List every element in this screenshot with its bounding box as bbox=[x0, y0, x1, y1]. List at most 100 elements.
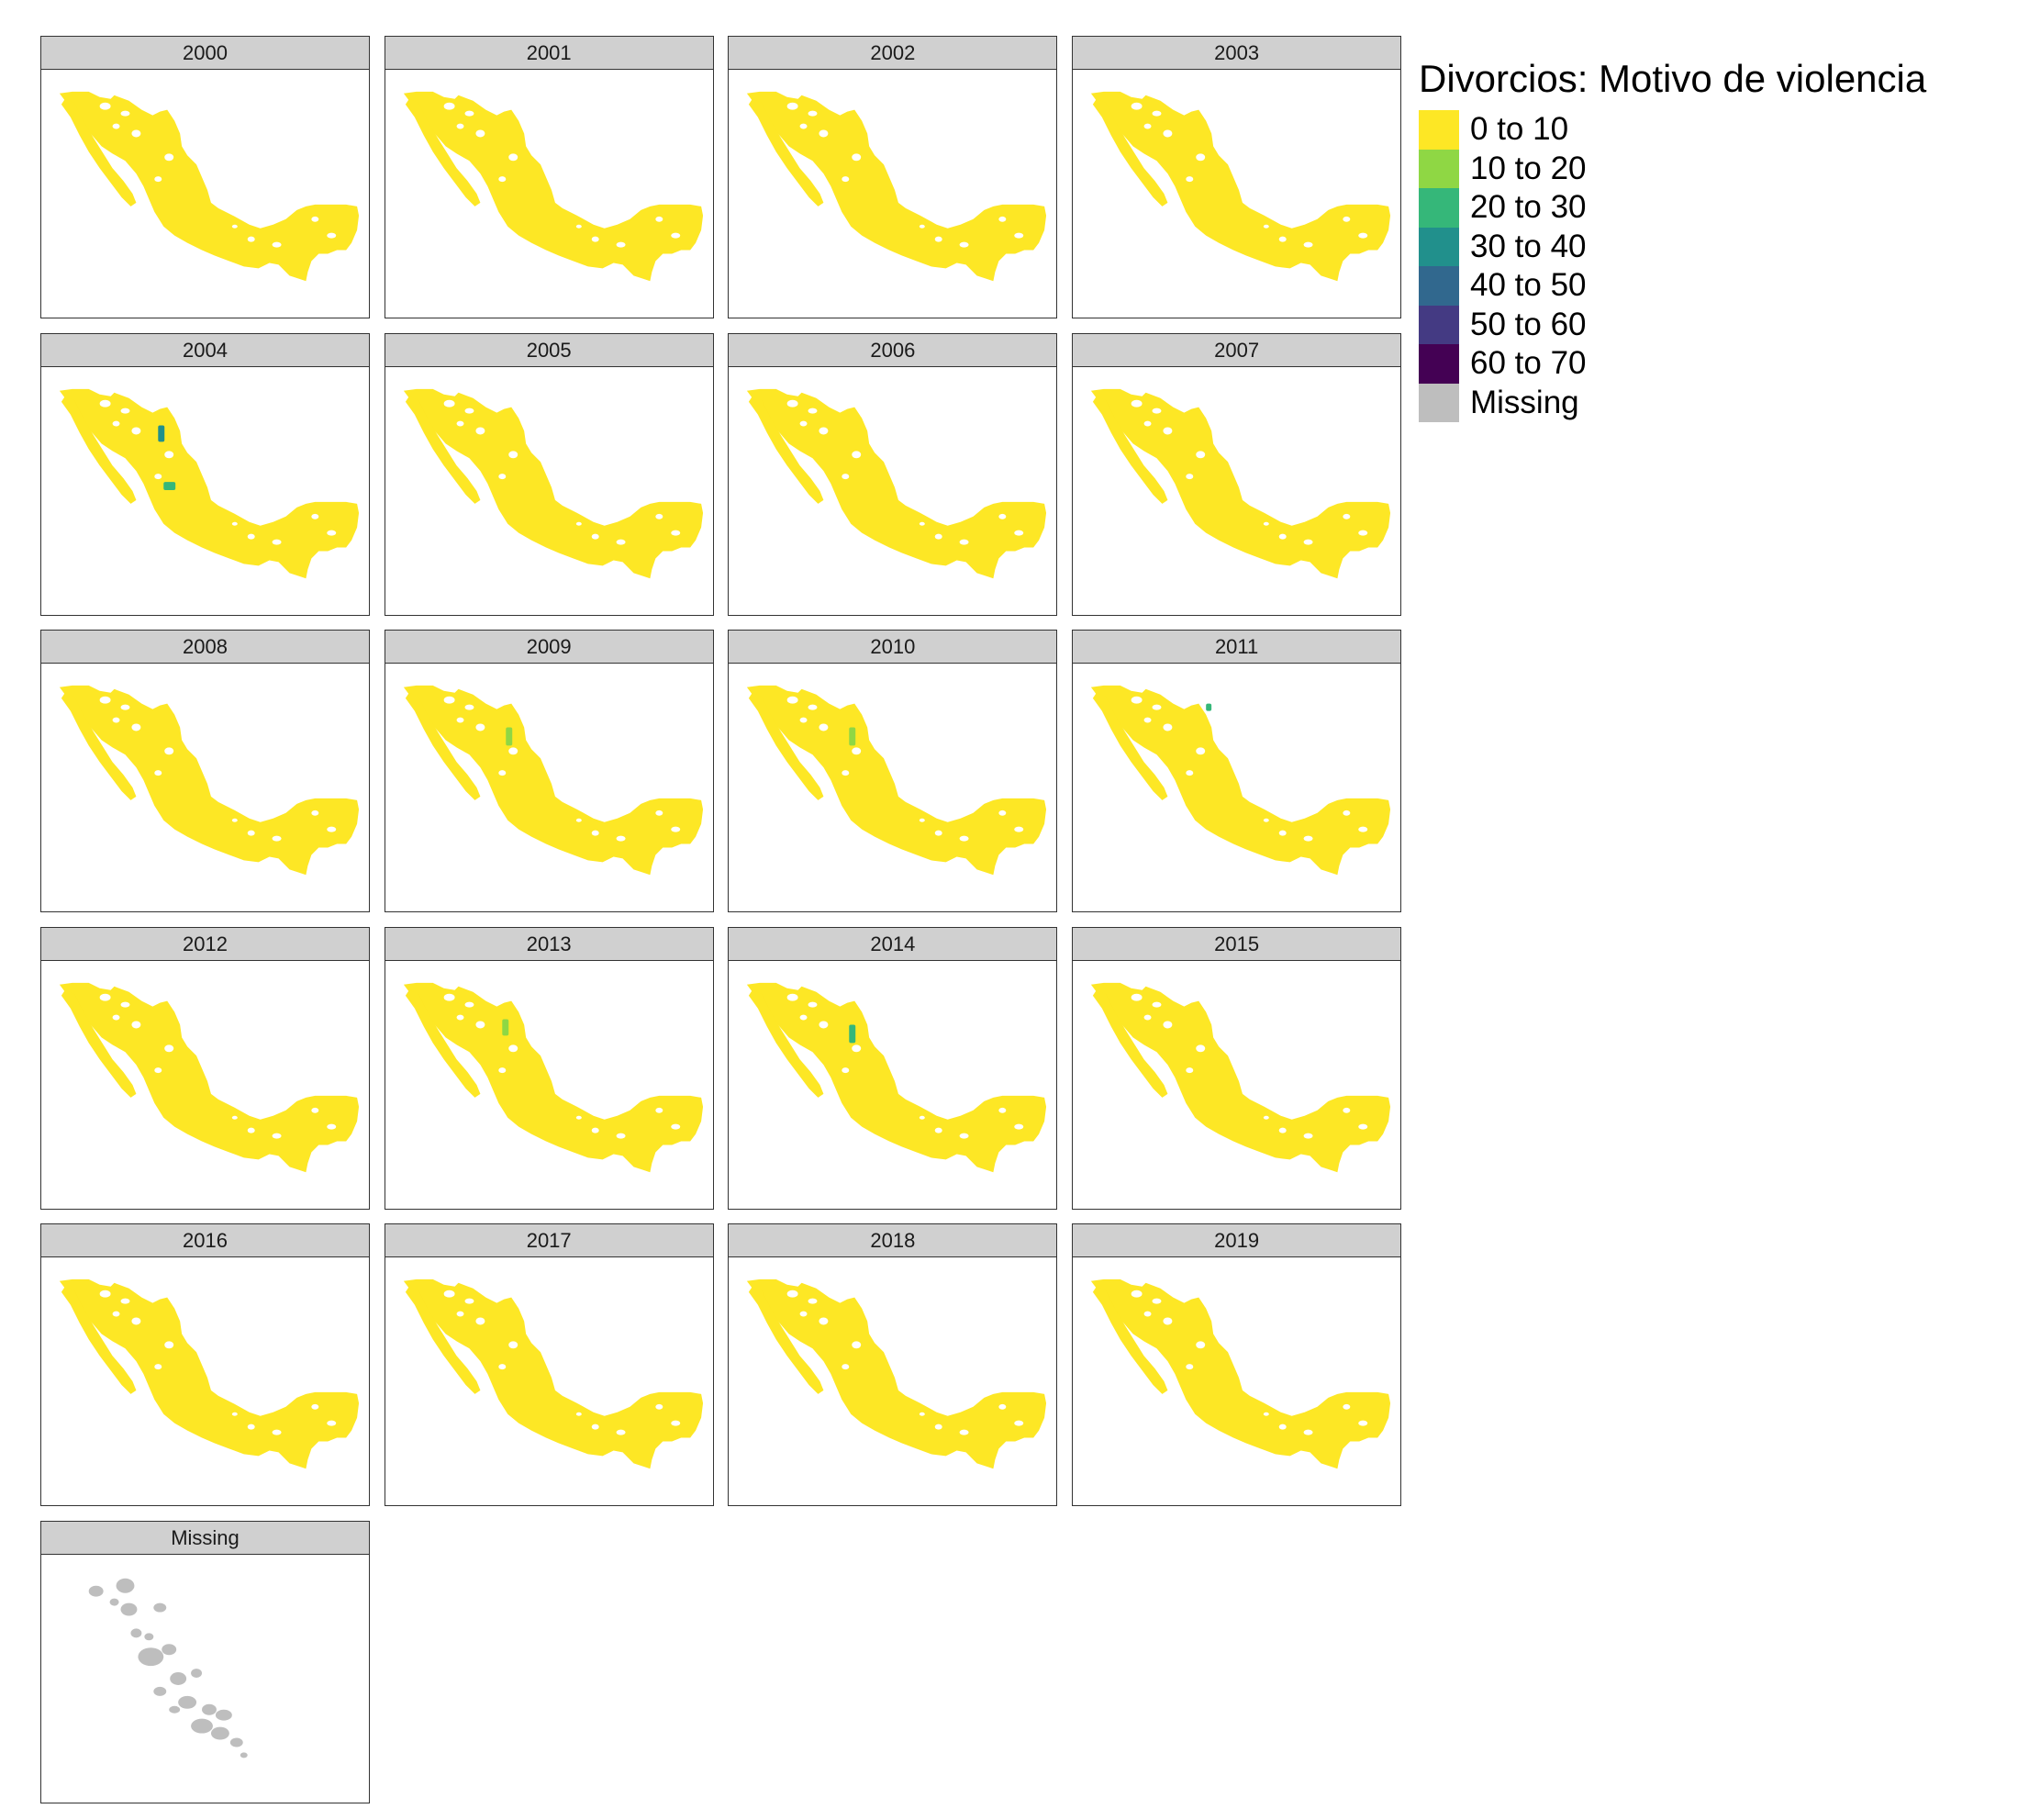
no-data-gap bbox=[959, 539, 969, 545]
no-data-gap bbox=[842, 1066, 850, 1073]
mexico-map bbox=[59, 982, 360, 1172]
no-data-gap bbox=[99, 993, 111, 1001]
no-data-gap bbox=[1143, 717, 1152, 723]
legend-item: 10 to 20 bbox=[1419, 149, 1926, 188]
no-data-gap bbox=[231, 1412, 238, 1416]
mexico-map bbox=[59, 1278, 360, 1469]
no-data-gap bbox=[464, 408, 474, 414]
no-data-gap bbox=[215, 180, 225, 186]
no-data-gap bbox=[935, 533, 943, 540]
no-data-gap bbox=[1014, 232, 1024, 239]
no-data-gap bbox=[1278, 830, 1287, 836]
facet-strip-label: 2006 bbox=[729, 333, 1057, 367]
no-data-gap bbox=[1152, 110, 1162, 117]
missing-municipality-area bbox=[191, 1668, 203, 1678]
legend-swatch bbox=[1419, 227, 1459, 266]
no-data-gap bbox=[1263, 1115, 1269, 1120]
no-data-gap bbox=[547, 1055, 555, 1062]
no-data-gap bbox=[131, 1021, 141, 1028]
mexico-map bbox=[747, 91, 1047, 282]
no-data-gap bbox=[1235, 759, 1243, 765]
no-data-gap bbox=[154, 770, 162, 776]
mexico-mainland bbox=[1090, 1278, 1391, 1469]
no-data-gap bbox=[1358, 826, 1368, 832]
no-data-gap bbox=[1247, 1368, 1256, 1374]
no-data-gap bbox=[1204, 1301, 1216, 1309]
no-data-gap bbox=[507, 1044, 518, 1052]
facet-grid: 2000 2001 2002 2003 2004 2005 2006 2007 2008 2009… bbox=[40, 36, 1402, 1803]
no-data-gap bbox=[154, 1066, 162, 1073]
facet-strip-label: 2001 bbox=[385, 37, 713, 70]
facet-panel: 2014 bbox=[728, 926, 1058, 1210]
no-data-gap bbox=[475, 129, 485, 138]
mexico-map bbox=[59, 685, 360, 876]
no-data-gap bbox=[99, 696, 111, 704]
facet-panel: 2016 bbox=[40, 1223, 370, 1506]
no-data-gap bbox=[1196, 1044, 1206, 1052]
mexico-mainland bbox=[1090, 982, 1391, 1172]
no-data-gap bbox=[1152, 704, 1162, 710]
legend-item: 30 to 40 bbox=[1419, 227, 1926, 266]
no-data-gap bbox=[1358, 1420, 1368, 1426]
no-data-gap bbox=[1303, 1133, 1313, 1139]
no-data-gap bbox=[1221, 1028, 1229, 1034]
no-data-gap bbox=[1263, 818, 1269, 822]
no-data-gap bbox=[1221, 731, 1229, 738]
map-area bbox=[41, 367, 369, 615]
no-data-gap bbox=[1278, 1424, 1287, 1430]
legend-swatch bbox=[1419, 188, 1459, 228]
no-data-gap bbox=[443, 993, 455, 1001]
no-data-gap bbox=[154, 473, 162, 479]
no-data-gap bbox=[154, 1364, 162, 1370]
legend-label: 10 to 20 bbox=[1470, 150, 1587, 186]
legend: Divorcios: Motivo de violencia 0 to 10 10… bbox=[1419, 57, 1926, 422]
no-data-gap bbox=[860, 113, 872, 121]
no-data-gap bbox=[189, 731, 197, 738]
map-area bbox=[1073, 1257, 1400, 1505]
no-data-gap bbox=[131, 1317, 141, 1325]
facet-panel: 2013 bbox=[384, 926, 714, 1210]
baja-peninsula bbox=[749, 396, 824, 504]
no-data-gap bbox=[204, 165, 211, 172]
mexico-map bbox=[747, 388, 1047, 578]
no-data-gap bbox=[464, 110, 474, 117]
no-data-gap bbox=[616, 539, 626, 545]
no-data-gap bbox=[1014, 1123, 1024, 1130]
mexico-map bbox=[403, 1278, 703, 1469]
no-data-gap bbox=[1163, 723, 1173, 731]
no-data-gap bbox=[215, 476, 225, 483]
facet-strip-label: 2016 bbox=[41, 1224, 369, 1257]
no-data-gap bbox=[516, 707, 528, 715]
missing-municipality-area bbox=[240, 1751, 248, 1758]
no-data-gap bbox=[204, 462, 211, 468]
facet-panel: 2017 bbox=[384, 1223, 714, 1506]
no-data-gap bbox=[112, 1014, 120, 1021]
baja-peninsula bbox=[61, 692, 137, 800]
no-data-gap bbox=[547, 759, 555, 765]
no-data-gap bbox=[1186, 770, 1194, 776]
no-data-gap bbox=[1247, 1070, 1256, 1077]
no-data-gap bbox=[532, 138, 541, 144]
no-data-gap bbox=[842, 176, 850, 183]
map-area bbox=[385, 1257, 713, 1505]
facet-strip-label: 2012 bbox=[41, 927, 369, 961]
no-data-gap bbox=[852, 450, 862, 458]
mexico-mainland bbox=[747, 91, 1047, 282]
no-data-gap bbox=[575, 818, 582, 822]
mexico-map bbox=[1090, 982, 1391, 1172]
mexico-map bbox=[747, 1278, 1047, 1469]
no-data-gap bbox=[787, 1290, 798, 1298]
map-area bbox=[1073, 70, 1400, 318]
no-data-gap bbox=[819, 129, 829, 138]
baja-peninsula bbox=[1092, 396, 1168, 504]
legend-label: Missing bbox=[1470, 384, 1579, 420]
no-data-gap bbox=[670, 232, 680, 239]
no-data-gap bbox=[920, 818, 926, 822]
missing-municipality-area bbox=[138, 1647, 164, 1666]
no-data-gap bbox=[204, 1353, 211, 1359]
mexico-map bbox=[747, 685, 1047, 876]
legend-item: 20 to 30 bbox=[1419, 188, 1926, 228]
legend-swatch bbox=[1419, 383, 1459, 422]
facet-panel: 2011 bbox=[1072, 630, 1402, 912]
no-data-gap bbox=[876, 1325, 885, 1332]
